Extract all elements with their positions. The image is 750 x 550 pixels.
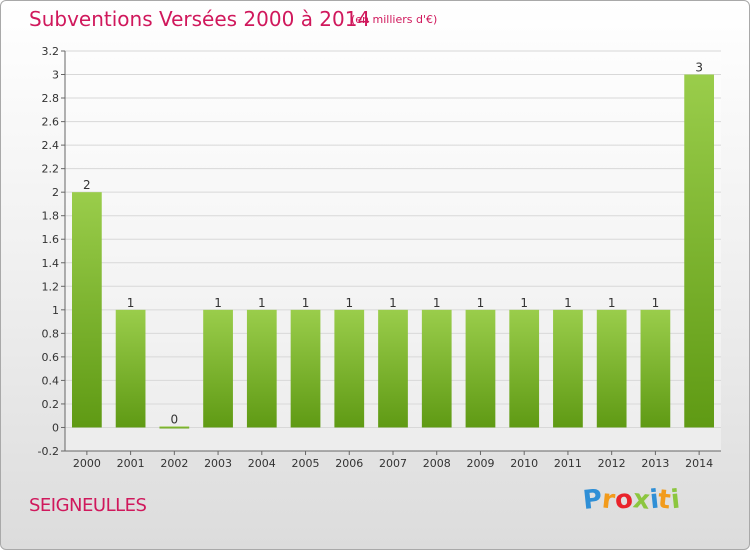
y-tick-label: 1 [52,304,59,317]
y-tick-label: 0.4 [42,374,60,387]
y-tick-label: 1.8 [42,210,60,223]
x-tick-label: 2013 [641,457,669,470]
bar-2010 [509,309,540,428]
data-label: 1 [127,296,135,310]
bar-2008 [421,309,452,428]
x-tick-label: 2006 [335,457,363,470]
y-tick-label: 1.4 [42,257,60,270]
data-label: 1 [477,296,485,310]
y-tick-label: 2.6 [42,116,60,129]
x-tick-label: 2007 [379,457,407,470]
bar-2001 [115,309,146,428]
y-tick-label: 0 [52,421,59,434]
bar-2007 [378,309,408,428]
x-tick-label: 2010 [510,457,538,470]
y-tick-label: 1.6 [42,233,60,246]
data-label: 1 [652,296,660,310]
logo-letter: i [669,484,682,516]
town-name: SEIGNEULLES [29,495,147,516]
y-tick-label: 2 [52,186,59,199]
y-tick-label: -0.2 [38,445,59,458]
data-label: 0 [171,412,179,426]
data-label: 1 [433,296,441,310]
data-label: 1 [258,296,266,310]
data-label: 1 [389,296,397,310]
proxiti-logo: Proxiti [581,484,682,516]
y-tick-label: 3.2 [42,45,60,58]
x-tick-label: 2008 [423,457,451,470]
x-tick-label: 2001 [117,457,145,470]
data-label: 2 [83,178,91,192]
x-tick-label: 2002 [160,457,188,470]
bar-2006 [334,309,365,428]
x-tick-label: 2004 [248,457,276,470]
x-tick-label: 2014 [685,457,713,470]
y-tick-label: 3 [52,69,59,82]
bar-2004 [246,309,277,428]
x-tick-label: 2005 [292,457,320,470]
y-tick-label: 2.4 [42,139,60,152]
x-tick-label: 2009 [466,457,494,470]
bar-2014 [684,74,715,428]
bar-2013 [640,309,671,428]
y-tick-label: 0.8 [42,327,60,340]
y-tick-label: 1.2 [42,280,60,293]
y-tick-label: 2.2 [42,163,60,176]
chart-subtitle: (en milliers d'€) [351,13,438,26]
x-tick-label: 2012 [598,457,626,470]
chart-title: Subventions Versées 2000 à 2014 [29,7,371,31]
data-label: 1 [345,296,353,310]
bar-2003 [203,309,233,428]
bar-2000 [71,192,102,428]
bar-2005 [290,309,321,428]
data-label: 3 [695,61,703,75]
data-label: 1 [608,296,616,310]
x-tick-label: 2011 [554,457,582,470]
data-label: 1 [214,296,222,310]
bar-2011 [553,309,583,428]
y-tick-label: 2.8 [42,92,60,105]
x-tick-label: 2000 [73,457,101,470]
bar-2002 [159,426,190,429]
data-label: 1 [302,296,310,310]
bar-2009 [465,309,496,428]
data-label: 1 [520,296,528,310]
bar-2012 [596,309,627,428]
y-tick-label: 0.6 [42,351,60,364]
x-tick-label: 2003 [204,457,232,470]
data-label: 1 [564,296,572,310]
y-tick-label: 0.2 [42,398,60,411]
